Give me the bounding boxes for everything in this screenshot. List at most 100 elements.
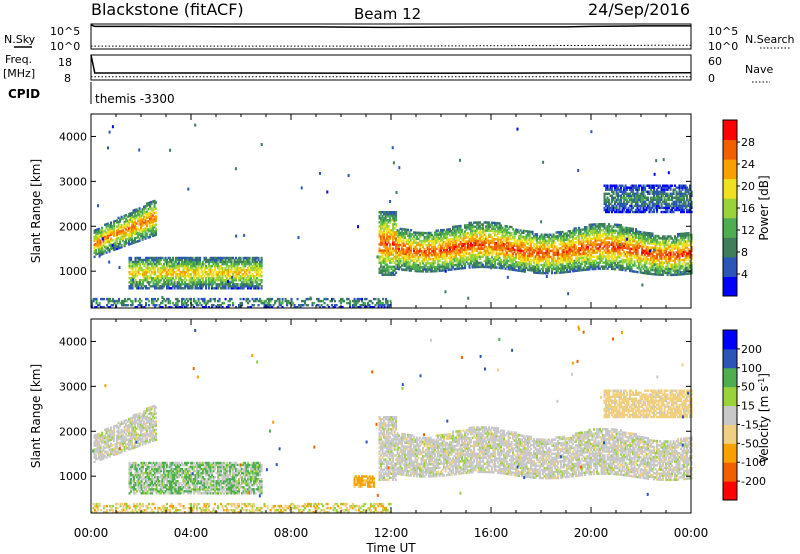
power-cell [474,229,477,232]
power-cell [393,249,396,252]
power-cell [513,238,516,241]
power-cell [564,266,567,270]
power-cell [221,279,224,282]
power-cell [137,227,140,231]
power-cell [149,217,152,220]
power-cell [380,255,383,258]
power-cell [510,246,513,249]
power-cell [151,266,154,270]
power-cell [518,257,521,260]
power-cell [141,236,144,239]
power-cell [576,235,579,238]
power-cell [93,235,96,238]
power-cell [570,254,573,257]
power-cell [567,260,570,263]
power-cell [543,237,546,240]
power-cell [681,262,684,266]
power-cell [166,262,169,266]
power-cell [239,283,242,286]
power-cell [558,261,561,264]
power-cell [419,247,422,251]
power-cell [476,235,479,238]
power-cell [455,235,458,238]
power-cell [101,246,104,250]
power-cell [474,249,477,253]
freq-panel [90,54,692,81]
power-cell [130,287,133,290]
power-cell [621,236,624,239]
power-cell [548,253,551,257]
power-cell [647,242,650,245]
power-cell [380,235,383,238]
power-cell [393,269,396,272]
power-cell [573,231,576,234]
power-cell [614,235,617,238]
power-cell [441,257,444,260]
power-cell [381,233,384,236]
power-cell [510,232,513,235]
power-cell [221,281,224,284]
power-cell [95,230,98,234]
power-cell [441,263,444,266]
power-cell [208,283,211,286]
power-cell [579,246,582,250]
power-cell [452,233,455,237]
power-cell [584,226,587,229]
power-cell [468,223,471,227]
power-cell [581,242,584,245]
power-cell [404,262,407,266]
power-cell [539,269,542,273]
power-cell [458,239,461,242]
power-cell [452,258,455,261]
power-cell [96,234,99,237]
power-cell [396,231,399,234]
power-cell [426,237,429,241]
power-cell [438,249,441,252]
power-cell [597,235,600,238]
power-cell [230,268,233,272]
power-cell [548,247,551,251]
power-cell [134,210,137,214]
power-cell [567,230,570,233]
power-cell [157,256,160,260]
power-cell [504,225,507,228]
power-cell [462,234,465,237]
power-cell [626,267,629,270]
power-cell [101,248,104,252]
power-cell [492,231,495,235]
power-cell [636,252,639,256]
power-cell [420,250,423,253]
power-cell [504,247,507,250]
power-cell [95,239,98,242]
power-cell [163,281,166,284]
power-cell [95,228,98,232]
power-cell [516,265,519,268]
power-cell [590,266,593,269]
power-cell [387,257,390,260]
power-cell [566,234,569,237]
power-cell [114,219,117,223]
power-cell [479,247,482,250]
power-cell [638,242,641,246]
power-cell [425,244,428,247]
power-cell [408,267,411,270]
power-cell [431,258,434,261]
power-cell [621,234,624,237]
power-cell [378,235,381,238]
power-cell [205,264,208,268]
power-cell [549,261,552,265]
power-cell [540,251,543,255]
power-cell [488,223,491,226]
power-cell [149,207,152,210]
power-cell [218,277,221,280]
power-cell [458,263,461,266]
power-cell [93,245,96,248]
power-cell [647,268,650,271]
power-cell [123,216,126,219]
power-cell [489,229,492,232]
power-cell [131,234,134,237]
power-cell [500,248,503,252]
power-cell [530,240,533,244]
power-cell [203,275,206,278]
power-cell [575,247,578,250]
